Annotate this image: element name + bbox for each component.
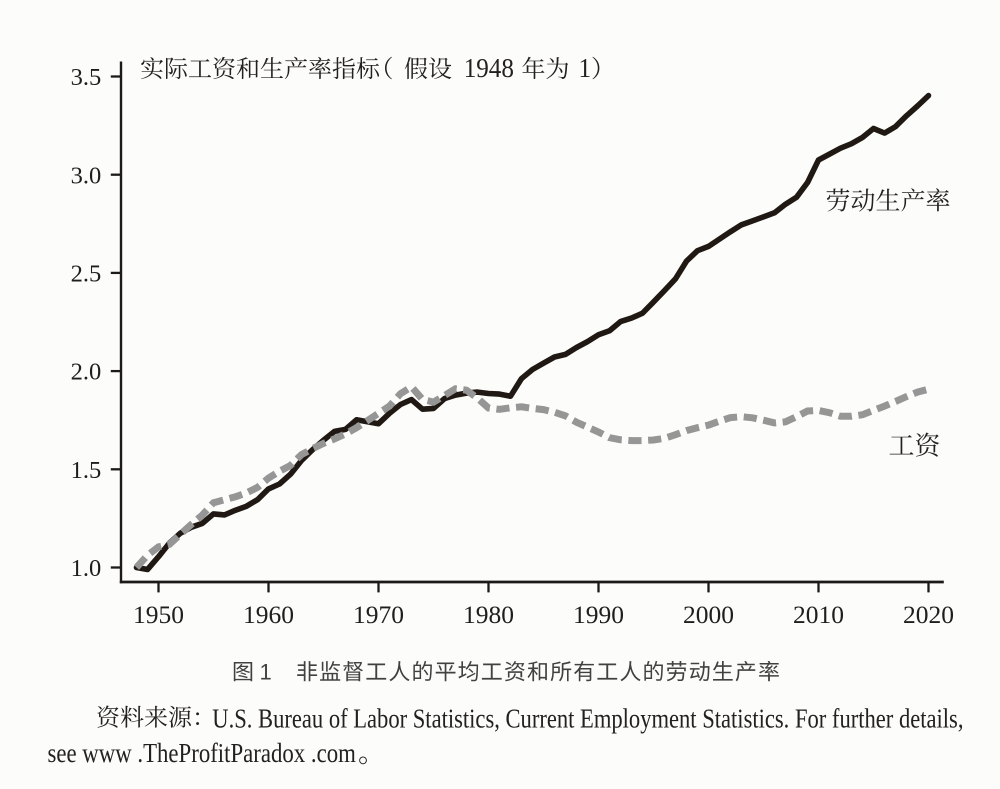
- svg-text:see www .TheProfitParadox .com: see www .TheProfitParadox .com: [48, 738, 357, 768]
- svg-text:1: 1: [260, 660, 272, 685]
- svg-text:2010: 2010: [793, 600, 844, 629]
- svg-text:2000: 2000: [683, 600, 734, 629]
- svg-text:1960: 1960: [243, 600, 294, 629]
- svg-text:1980: 1980: [463, 600, 514, 629]
- svg-text:3.5: 3.5: [71, 64, 102, 91]
- svg-text:2.0: 2.0: [71, 359, 102, 386]
- svg-text:3.0: 3.0: [71, 162, 102, 189]
- svg-text:2.5: 2.5: [71, 261, 102, 288]
- svg-text:1970: 1970: [353, 600, 404, 629]
- svg-text:1950: 1950: [133, 600, 184, 629]
- svg-text:U.S. Bureau of Labor Statistic: U.S. Bureau of Labor Statistics, Current…: [212, 705, 963, 735]
- svg-text:1: 1: [579, 53, 592, 83]
- svg-text:1948: 1948: [464, 53, 514, 83]
- svg-text:1.5: 1.5: [71, 457, 102, 484]
- svg-text:2020: 2020: [903, 600, 954, 629]
- svg-text:1.0: 1.0: [71, 555, 102, 582]
- svg-text:1990: 1990: [573, 600, 624, 629]
